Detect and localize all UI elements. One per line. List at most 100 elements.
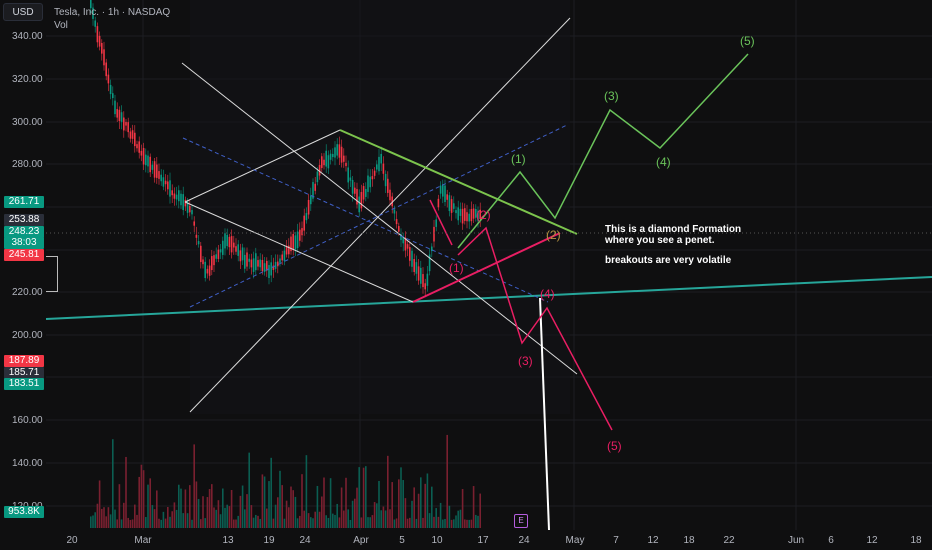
volume-bar xyxy=(288,507,290,528)
volume-bar xyxy=(453,519,455,528)
volume-bar xyxy=(431,486,433,528)
volume-bar xyxy=(149,478,151,528)
candle-body xyxy=(338,144,341,158)
price-label: 220.00 xyxy=(12,287,43,298)
volume-bar xyxy=(409,517,411,528)
candle-body xyxy=(219,249,222,253)
volume-legend[interactable]: Vol xyxy=(54,20,68,31)
price-label: 320.00 xyxy=(12,74,43,85)
volume-bar xyxy=(140,464,143,528)
symbol-legend[interactable]: Tesla, Inc. · 1h · NASDAQ Vol xyxy=(54,7,170,31)
candle-body xyxy=(354,187,356,194)
candle-body xyxy=(283,250,286,261)
volume-bar xyxy=(448,505,451,528)
red-wave-label-5[interactable]: (5) xyxy=(607,439,622,453)
volume-bar xyxy=(182,513,184,528)
volume-bar xyxy=(184,489,187,528)
candle-body xyxy=(226,234,228,247)
annotation-line-3[interactable]: breakouts are very volatile xyxy=(605,255,732,266)
candle-body xyxy=(433,226,435,242)
green-wave-label-1[interactable]: (1) xyxy=(511,152,526,166)
green-wave-label-2[interactable]: (2) xyxy=(546,228,561,242)
red-wave-label-2[interactable]: (2) xyxy=(476,208,491,222)
candle-body xyxy=(310,195,312,205)
candle-body xyxy=(197,241,200,245)
volume-bar xyxy=(446,434,448,528)
price-tag: 248.23 xyxy=(4,226,44,238)
volume-bar xyxy=(160,519,162,528)
volume-bar xyxy=(362,467,365,528)
volume-bar xyxy=(153,509,156,528)
volume-bar xyxy=(334,514,336,528)
volume-bar xyxy=(468,519,470,528)
price-axis[interactable]: USD 340.00 320.00 300.00 280.00 220.00 2… xyxy=(0,0,58,530)
candle-body xyxy=(158,171,160,179)
green-wave-label-5[interactable]: (5) xyxy=(740,34,755,48)
candle-body xyxy=(312,182,314,199)
volume-bar xyxy=(101,508,103,528)
time-label: 20 xyxy=(66,535,78,546)
annotation-line-2[interactable]: where you see a penet. xyxy=(605,235,715,246)
channel-dashed-upper xyxy=(182,137,549,303)
candle-body xyxy=(162,177,165,187)
candle-body xyxy=(215,254,217,259)
candle-body xyxy=(356,189,358,205)
candle-body xyxy=(395,219,398,225)
price-label: 280.00 xyxy=(12,159,43,170)
candle-body xyxy=(461,208,464,224)
candle-body xyxy=(437,198,440,208)
volume-bar xyxy=(318,511,321,528)
currency-button[interactable]: USD xyxy=(3,3,43,21)
time-label: 18 xyxy=(910,535,922,546)
candle-body xyxy=(362,186,365,200)
candle-body xyxy=(255,253,257,271)
candle-body xyxy=(127,122,129,133)
volume-bar xyxy=(118,484,121,528)
candle-body xyxy=(411,250,413,267)
volume-bar xyxy=(211,484,213,528)
volume-bar xyxy=(138,476,140,528)
candle-body xyxy=(450,199,453,213)
volume-bar xyxy=(252,517,255,528)
candlestick-series xyxy=(90,0,481,298)
volume-bar xyxy=(175,509,178,528)
volume-bar xyxy=(371,515,374,528)
candle-body xyxy=(358,196,360,213)
candle-body xyxy=(263,263,266,272)
diamond-lower-left xyxy=(184,201,414,303)
volume-bar xyxy=(459,509,462,528)
time-axis[interactable]: 20 Mar 13 19 24 Apr 5 10 17 24 May 7 12 … xyxy=(46,530,932,550)
annotation-line-1[interactable]: This is a diamond Formation xyxy=(605,224,742,235)
volume-bar xyxy=(134,504,136,528)
candle-body xyxy=(167,181,169,190)
volume-bar xyxy=(450,519,453,528)
volume-bar xyxy=(437,516,440,528)
symbol-title[interactable]: Tesla, Inc. · 1h · NASDAQ xyxy=(54,7,171,18)
volume-bar xyxy=(420,477,422,528)
candle-body xyxy=(325,150,327,167)
earnings-badge[interactable]: E xyxy=(514,514,528,528)
red-wave-label-1[interactable]: (1) xyxy=(449,261,464,275)
volume-bar xyxy=(98,480,101,528)
candle-body xyxy=(246,252,248,267)
volume-bar xyxy=(327,517,330,528)
time-label: 17 xyxy=(477,535,489,546)
candle-body xyxy=(272,265,275,270)
volume-bar xyxy=(442,519,444,528)
red-wave-label-4[interactable]: (4) xyxy=(540,287,555,301)
red-wave-label-3[interactable]: (3) xyxy=(518,354,533,368)
candle-body xyxy=(431,246,433,252)
volume-bar xyxy=(142,470,145,528)
candle-body xyxy=(459,208,462,216)
volume-bar xyxy=(268,481,270,528)
time-label: 19 xyxy=(263,535,275,546)
candle-body xyxy=(360,192,363,209)
green-wave-label-4[interactable]: (4) xyxy=(656,155,671,169)
volume-bar xyxy=(120,519,123,528)
candle-body xyxy=(109,84,112,95)
candle-body xyxy=(301,228,303,236)
green-wave-label-3[interactable]: (3) xyxy=(604,89,619,103)
price-label: 140.00 xyxy=(12,458,43,469)
